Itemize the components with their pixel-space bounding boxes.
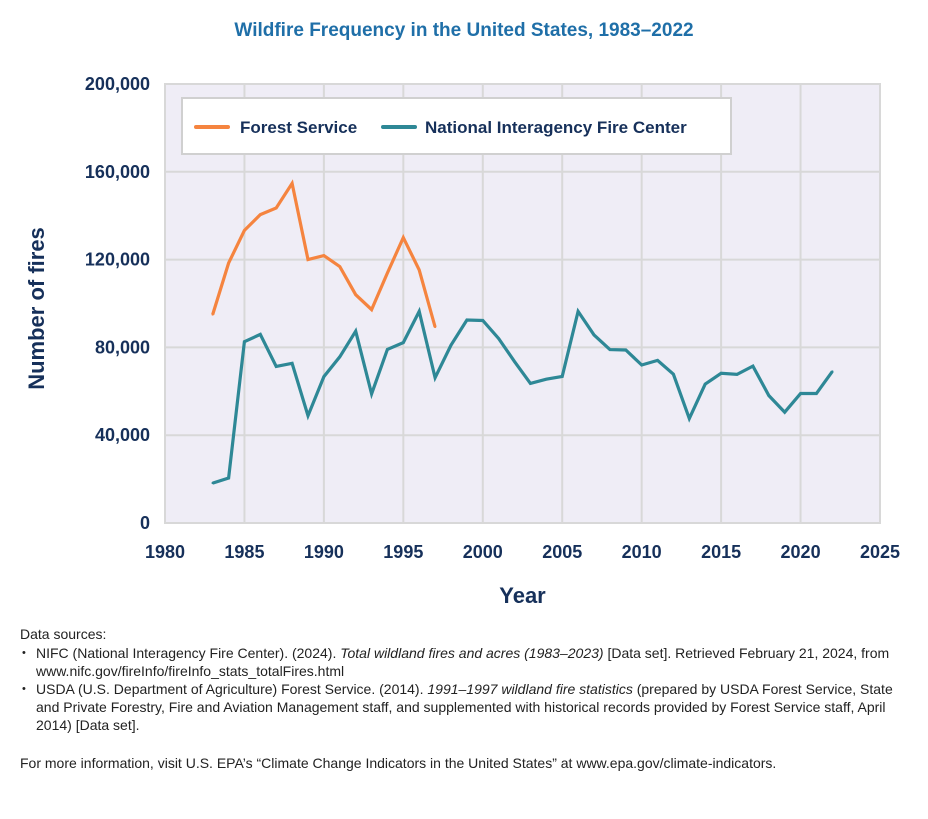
data-point [672, 372, 675, 376]
x-tick-label: 1995 [383, 542, 423, 562]
data-sources-list: NIFC (National Interagency Fire Center).… [20, 644, 910, 734]
x-tick-label: 1980 [145, 542, 185, 562]
data-point [561, 375, 564, 378]
data-point [624, 348, 627, 352]
data-point [751, 364, 755, 368]
data-point [354, 293, 357, 296]
source-title: 1991–1997 wildland fire statistics [427, 681, 633, 697]
data-point [227, 261, 230, 265]
data-point [608, 348, 612, 351]
x-axis-label: Year [499, 583, 546, 608]
data-point [306, 258, 310, 261]
data-point [497, 337, 500, 340]
source-text: USDA (U.S. Department of Agriculture) Fo… [36, 681, 428, 697]
y-tick-label: 80,000 [95, 337, 150, 357]
data-point [688, 417, 691, 420]
data-point [719, 372, 723, 375]
data-point [576, 310, 580, 313]
x-tick-label: 1990 [304, 542, 344, 562]
data-point [545, 378, 548, 381]
data-point [656, 359, 659, 362]
data-point [306, 414, 310, 417]
data-point [704, 382, 707, 386]
data-point [322, 375, 326, 378]
source-text: (prepared by USDA Forest Service, State … [36, 681, 893, 733]
data-point [243, 229, 246, 232]
legend-label: Forest Service [240, 118, 357, 137]
data-point [354, 329, 357, 333]
y-tick-label: 120,000 [85, 250, 150, 270]
source-title: Total wildland fires and acres (1983–202… [340, 645, 604, 661]
x-tick-label: 2015 [701, 542, 741, 562]
series-lines [211, 179, 834, 485]
data-point [386, 271, 389, 275]
data-point [465, 318, 469, 322]
gridlines [165, 84, 880, 523]
data-point [767, 394, 770, 397]
data-point [290, 182, 294, 185]
data-point [815, 392, 818, 395]
data-point [402, 236, 405, 239]
x-tick-label: 1985 [224, 542, 264, 562]
y-tick-label: 0 [140, 513, 150, 533]
data-point [259, 213, 262, 216]
data-point [433, 325, 437, 329]
x-tick-label: 2005 [542, 542, 582, 562]
data-point [322, 254, 326, 257]
data-source-item: USDA (U.S. Department of Agriculture) Fo… [20, 680, 910, 734]
data-point [338, 355, 341, 359]
series-line-nifc [212, 306, 834, 485]
data-point [592, 333, 596, 337]
data-point [290, 362, 294, 365]
y-tick-label: 200,000 [85, 74, 150, 94]
source-text: [Data set]. Retrieved February 21, 2024,… [36, 645, 890, 679]
chart-title: Wildfire Frequency in the United States,… [234, 20, 694, 41]
x-tick-label: 2025 [860, 542, 900, 562]
y-axis-label: Number of fires [24, 227, 49, 390]
plot-area [164, 83, 881, 524]
data-point [275, 365, 278, 368]
data-point [275, 206, 278, 210]
data-point [513, 360, 516, 363]
legend-box [181, 97, 732, 155]
x-axis-ticks: 1980 1985 1990 1995 2000 2005 2010 2015 2020 2025 [145, 542, 900, 562]
y-tick-label: 40,000 [95, 425, 150, 445]
data-point [433, 376, 437, 379]
data-point [386, 348, 389, 351]
data-point [211, 481, 214, 485]
y-tick-label: 160,000 [85, 162, 150, 182]
data-point [259, 333, 262, 336]
data-point [338, 265, 341, 268]
data-point [640, 363, 643, 367]
data-point [529, 382, 532, 385]
y-axis-ticks: 0 40,000 80,000 120,000 160,000 200,000 [85, 74, 150, 533]
legend-label: National Interagency Fire Center [425, 118, 687, 137]
data-point [211, 313, 214, 316]
data-point [418, 268, 421, 272]
data-point [402, 341, 405, 344]
data-point [243, 340, 246, 343]
x-tick-label: 2010 [622, 542, 662, 562]
legend: Forest Service National Interagency Fire … [181, 97, 732, 155]
source-text: NIFC (National Interagency Fire Center).… [36, 645, 341, 661]
data-point [735, 373, 739, 376]
data-point [783, 410, 786, 414]
data-point [227, 476, 230, 480]
data-point [449, 344, 453, 347]
data-point [370, 308, 373, 311]
x-tick-label: 2020 [781, 542, 821, 562]
data-point [481, 319, 484, 322]
x-tick-label: 2000 [463, 542, 503, 562]
more-info-text: For more information, visit U.S. EPA’s “… [20, 755, 777, 771]
data-point [799, 392, 802, 395]
data-point [418, 310, 421, 313]
data-source-item: NIFC (National Interagency Fire Center).… [20, 644, 910, 680]
data-sources-heading: Data sources: [20, 626, 107, 642]
data-point [831, 370, 834, 373]
footnotes: Data sources: NIFC (National Interagency… [20, 625, 910, 772]
data-point [370, 392, 373, 396]
